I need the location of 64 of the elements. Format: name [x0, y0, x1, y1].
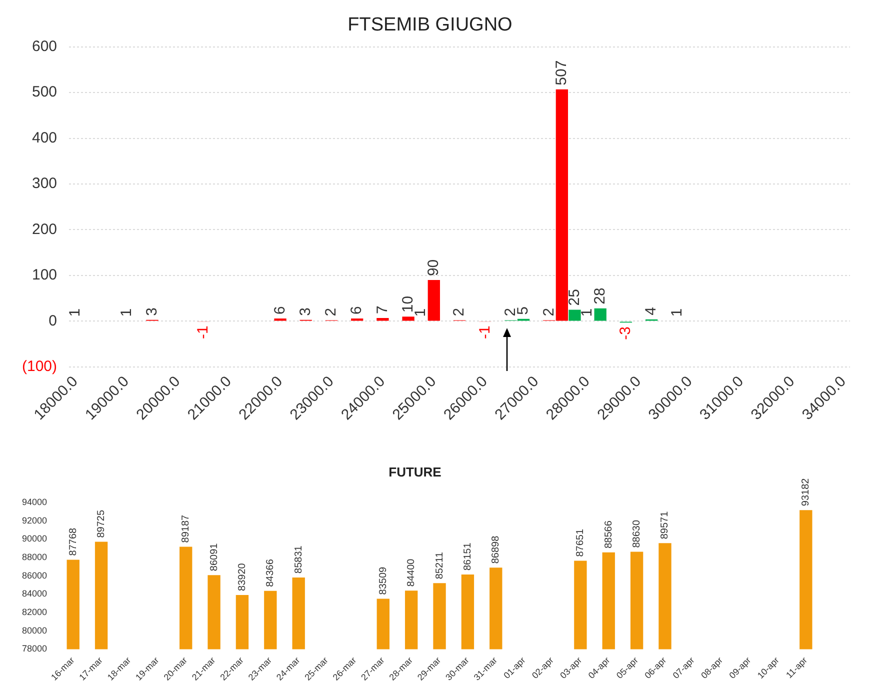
- data-label: 2: [540, 308, 558, 316]
- y-tick-label: 92000: [22, 515, 48, 526]
- y-tick-label: 84000: [22, 588, 48, 599]
- data-label: 85211: [434, 552, 446, 580]
- data-label: 1: [668, 308, 686, 317]
- data-label: 84366: [265, 558, 276, 587]
- y-tick-label: 80000: [22, 625, 48, 636]
- data-label: 2: [322, 308, 340, 316]
- data-label: 83509: [378, 566, 389, 595]
- data-label: 6: [348, 306, 366, 314]
- y-tick-label: 78000: [22, 644, 48, 654]
- y-tick-label: 0: [48, 312, 58, 330]
- data-label: 89725: [96, 510, 108, 538]
- data-label: 83920: [236, 562, 248, 591]
- data-label: 3: [297, 307, 314, 316]
- data-label: -1: [476, 326, 494, 339]
- data-label: 89571: [660, 510, 671, 540]
- data-label: 6: [271, 306, 288, 314]
- y-tick-label: 88000: [22, 552, 48, 562]
- y-tick-label: (100): [22, 358, 58, 376]
- data-label: 87768: [68, 527, 79, 556]
- data-label: 85831: [293, 545, 304, 574]
- bar: [274, 318, 286, 321]
- data-label: 1: [66, 308, 84, 317]
- y-tick-label: 100: [32, 266, 58, 284]
- data-label: 87651: [575, 528, 586, 557]
- bar: [568, 310, 581, 321]
- y-tick-label: 200: [32, 220, 58, 238]
- y-tick-label: 90000: [22, 534, 48, 544]
- bar: [376, 318, 389, 321]
- data-label: 93182: [800, 478, 812, 506]
- data-label: 84400: [406, 558, 418, 587]
- y-tick-label: 300: [32, 175, 58, 192]
- bar: [428, 280, 440, 321]
- data-label: 507: [553, 60, 570, 86]
- y-tick-label: 82000: [22, 607, 48, 618]
- data-label: -3: [617, 326, 634, 340]
- y-tick-label: 86000: [22, 570, 48, 580]
- data-label: 86151: [462, 542, 474, 571]
- data-label: 2: [450, 308, 468, 316]
- data-label: 86898: [490, 535, 502, 564]
- data-label: 28: [591, 288, 608, 304]
- y-tick-label: 500: [32, 84, 58, 101]
- data-label: 86091: [208, 542, 220, 572]
- data-label: 89187: [180, 514, 192, 543]
- data-label: 88566: [603, 520, 614, 548]
- chart-title: FUTURE: [388, 464, 442, 480]
- data-label: 1: [578, 308, 596, 317]
- y-tick-label: 600: [32, 38, 58, 55]
- data-label: 88630: [632, 520, 643, 548]
- data-label: 7: [374, 306, 391, 314]
- bar: [594, 308, 606, 321]
- bar: [556, 89, 568, 321]
- y-tick-label: 94000: [22, 497, 48, 508]
- data-label: 25: [566, 289, 583, 306]
- data-label: 5: [514, 306, 532, 315]
- chart-title: FTSEMIB GIUGNO: [348, 14, 512, 36]
- data-label: -1: [194, 326, 212, 339]
- data-label: 4: [642, 307, 660, 316]
- data-label: 3: [143, 307, 160, 316]
- y-tick-label: 400: [32, 129, 58, 146]
- data-label: 90: [425, 259, 442, 276]
- bar: [402, 316, 414, 321]
- data-label: 1: [118, 308, 135, 317]
